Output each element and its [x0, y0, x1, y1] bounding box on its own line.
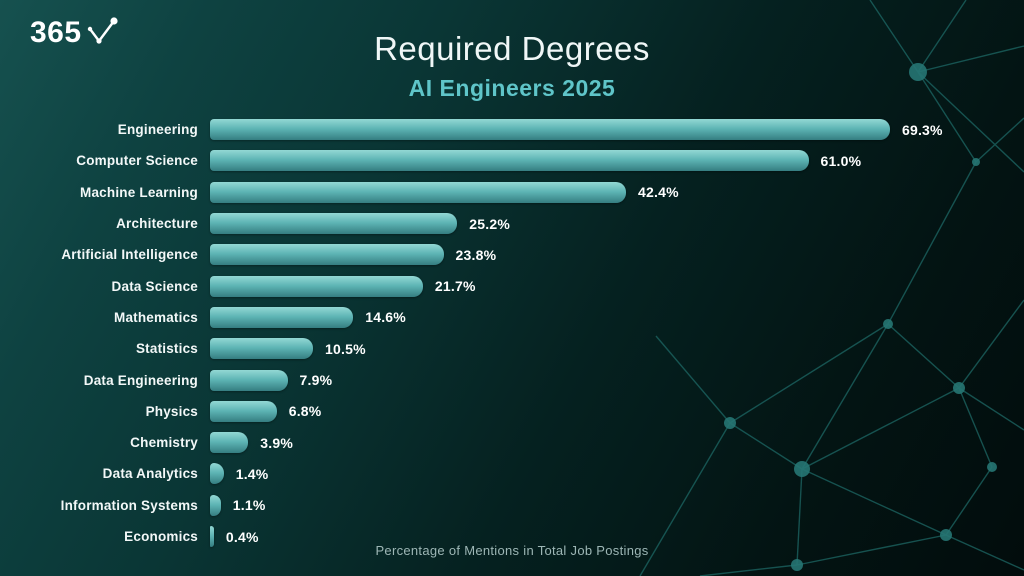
bar-row: Chemistry 3.9% — [0, 427, 1024, 458]
bar-row: Data Engineering 7.9% — [0, 364, 1024, 395]
brand-logo: 365 — [30, 16, 120, 49]
bar-row: Information Systems 1.1% — [0, 490, 1024, 521]
bar-category-label: Computer Science — [76, 153, 198, 169]
bar-track: 0.4% — [210, 526, 1024, 547]
bar-fill — [210, 306, 354, 328]
bar-track: 25.2% — [210, 213, 1024, 235]
chart-header: Required Degrees AI Engineers 2025 — [0, 30, 1024, 102]
bar-fill — [210, 119, 890, 141]
chart-footnote: Percentage of Mentions in Total Job Post… — [375, 543, 649, 558]
bar-category-label: Economics — [124, 529, 198, 544]
bar-value-label: 42.4% — [638, 184, 679, 201]
bar-fill — [210, 338, 314, 360]
bar-fill — [210, 369, 288, 391]
bar-row: Engineering 69.3% — [0, 114, 1024, 145]
bar-track: 61.0% — [210, 150, 1024, 172]
chart-subtitle: AI Engineers 2025 — [408, 75, 616, 101]
brand-logo-text: 365 — [30, 16, 82, 49]
bar-category-label: Data Science — [111, 278, 198, 294]
bar-row: Data Science 21.7% — [0, 270, 1024, 301]
bar-category-label: Machine Learning — [80, 184, 198, 200]
bar-track: 1.4% — [210, 463, 1024, 485]
bar-fill — [210, 213, 458, 235]
bar-row: Economics 0.4% — [0, 521, 1024, 552]
chart-title: Required Degrees — [374, 30, 650, 67]
bar-track: 10.5% — [210, 338, 1024, 360]
bar-fill — [210, 400, 277, 422]
bar-value-label: 23.8% — [455, 246, 497, 263]
bar-chart: Engineering 69.3% Computer Science 61.0% Mac… — [0, 114, 1024, 552]
bar-value-label: 21.7% — [434, 278, 476, 295]
bar-row: Statistics 10.5% — [0, 333, 1024, 364]
bar-track: 14.6% — [210, 306, 1024, 328]
bar-fill — [210, 150, 809, 172]
bar-track: 21.7% — [210, 275, 1024, 297]
bar-row: Machine Learning 42.4% — [0, 177, 1024, 208]
bar-track: 1.1% — [210, 494, 1024, 516]
bar-fill — [210, 275, 423, 297]
bar-value-label: 7.9% — [299, 372, 333, 389]
bar-fill — [210, 244, 444, 266]
bar-fill — [210, 432, 249, 454]
bar-row: Mathematics 14.6% — [0, 302, 1024, 333]
bar-track: 42.4% — [210, 181, 1024, 203]
bar-row: Physics 6.8% — [0, 396, 1024, 427]
bar-fill — [210, 526, 214, 547]
bar-category-label: Mathematics — [114, 309, 198, 325]
bar-value-label: 3.9% — [260, 434, 293, 451]
bar-row: Architecture 25.2% — [0, 208, 1024, 239]
bar-category-label: Data Engineering — [83, 372, 198, 388]
bar-category-label: Information Systems — [60, 497, 198, 513]
bar-value-label: 10.5% — [325, 340, 366, 357]
bar-value-label: 1.1% — [232, 497, 266, 514]
bar-category-label: Statistics — [135, 341, 198, 357]
bar-category-label: Physics — [145, 403, 198, 419]
bar-track: 23.8% — [210, 244, 1024, 266]
brand-logo-check-icon — [87, 17, 118, 44]
bar-fill — [210, 463, 224, 485]
bar-category-label: Artificial Intelligence — [61, 247, 198, 263]
bar-track: 7.9% — [210, 369, 1024, 391]
bar-category-label: Engineering — [117, 122, 198, 138]
bar-fill — [210, 181, 627, 203]
bar-value-label: 25.2% — [469, 215, 510, 232]
bar-category-label: Data Analytics — [102, 466, 198, 482]
bar-value-label: 61.0% — [820, 152, 862, 169]
bar-value-label: 69.3% — [902, 121, 943, 138]
bar-row: Computer Science 61.0% — [0, 145, 1024, 176]
bar-value-label: 0.4% — [225, 528, 259, 545]
bar-track: 69.3% — [210, 119, 1024, 141]
bar-row: Data Analytics 1.4% — [0, 458, 1024, 489]
bar-track: 6.8% — [210, 400, 1024, 422]
bar-row: Artificial Intelligence 23.8% — [0, 239, 1024, 270]
bar-value-label: 6.8% — [288, 403, 322, 420]
bar-track: 3.9% — [210, 432, 1024, 454]
bar-category-label: Architecture — [116, 216, 198, 232]
bar-category-label: Chemistry — [130, 435, 198, 451]
bar-value-label: 14.6% — [365, 309, 406, 326]
bar-value-label: 1.4% — [235, 465, 269, 482]
bar-fill — [210, 494, 221, 516]
